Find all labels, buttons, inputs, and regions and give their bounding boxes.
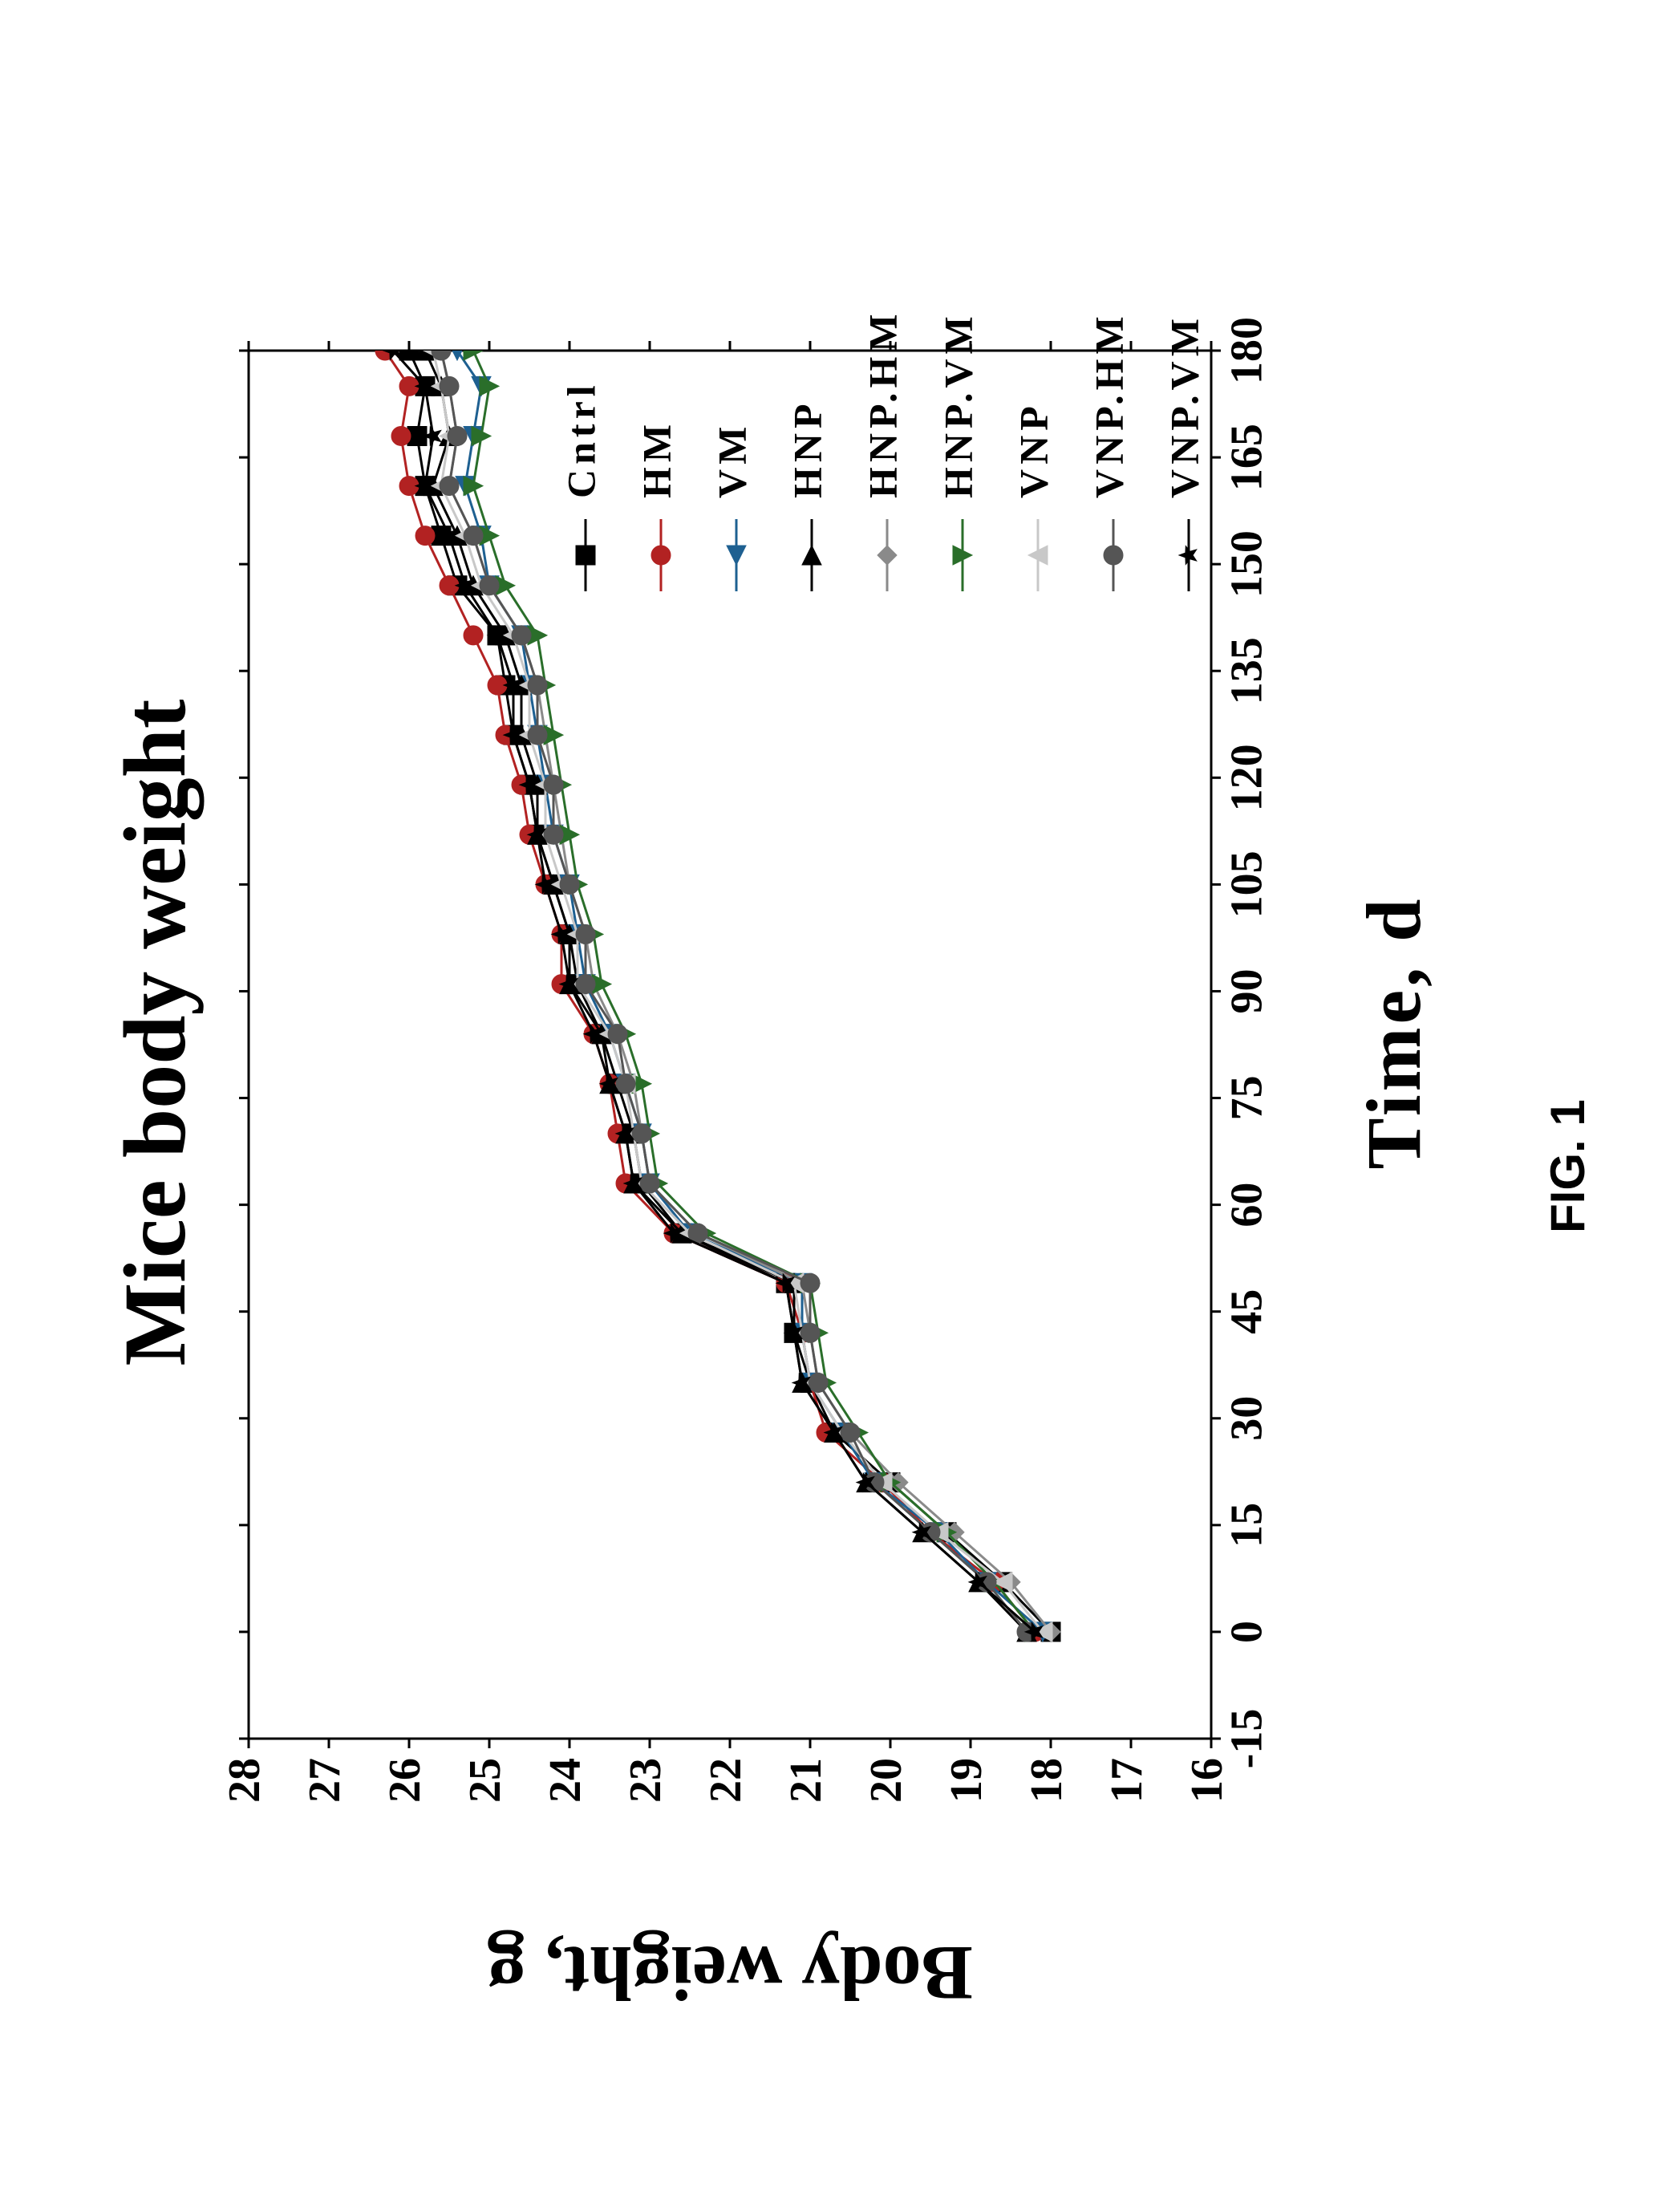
svg-text:15: 15 (1222, 1503, 1271, 1548)
svg-text:Body weight, g: Body weight, g (487, 1930, 972, 2016)
svg-text:60: 60 (1222, 1183, 1271, 1228)
legend-label-cntrl: Cntrl (558, 380, 603, 498)
svg-text:21: 21 (781, 1758, 831, 1803)
legend-label-vnp_hm: VNP.HM (1086, 311, 1131, 498)
legend-label-vnp_vm: VNP.VM (1161, 314, 1206, 498)
legend-label-hnp: HNP (784, 399, 829, 498)
legend-label-hnp_hm: HNP.HM (860, 309, 905, 498)
svg-text:16: 16 (1182, 1758, 1232, 1803)
legend-label-vnp: VNP (1011, 401, 1056, 498)
svg-text:105: 105 (1222, 850, 1271, 918)
svg-text:30: 30 (1222, 1396, 1271, 1441)
svg-text:150: 150 (1222, 530, 1271, 598)
svg-text:165: 165 (1222, 424, 1271, 491)
svg-text:90: 90 (1222, 968, 1271, 1013)
rotated-page: Mice body weightBody weight, gTime, d-15… (0, 0, 1678, 2212)
svg-text:0: 0 (1222, 1621, 1271, 1643)
svg-text:25: 25 (460, 1758, 510, 1803)
legend-label-hnp_vm: HNP.VM (935, 311, 980, 498)
svg-text:18: 18 (1022, 1758, 1072, 1803)
figure-label: FIG. 1 (1540, 1099, 1595, 1233)
svg-text:24: 24 (541, 1758, 590, 1803)
svg-text:120: 120 (1222, 744, 1271, 811)
svg-text:Time, d: Time, d (1351, 896, 1437, 1170)
svg-text:27: 27 (300, 1758, 350, 1803)
svg-text:23: 23 (621, 1758, 671, 1803)
svg-text:Mice body weight: Mice body weight (106, 699, 204, 1366)
svg-text:22: 22 (701, 1758, 751, 1803)
mice-body-weight-chart: Mice body weightBody weight, gTime, d-15… (0, 0, 1678, 2212)
svg-text:45: 45 (1222, 1289, 1271, 1334)
svg-text:28: 28 (220, 1758, 270, 1803)
svg-text:26: 26 (380, 1758, 430, 1803)
legend-label-vm: VM (709, 422, 754, 498)
legend-label-hm: HM (634, 420, 679, 498)
svg-text:19: 19 (942, 1758, 991, 1803)
svg-text:135: 135 (1222, 637, 1271, 704)
svg-text:17: 17 (1102, 1758, 1152, 1803)
svg-text:20: 20 (861, 1758, 911, 1803)
svg-text:75: 75 (1222, 1076, 1271, 1121)
svg-text:180: 180 (1222, 317, 1271, 384)
page-inner: Mice body weightBody weight, gTime, d-15… (0, 0, 1678, 2212)
